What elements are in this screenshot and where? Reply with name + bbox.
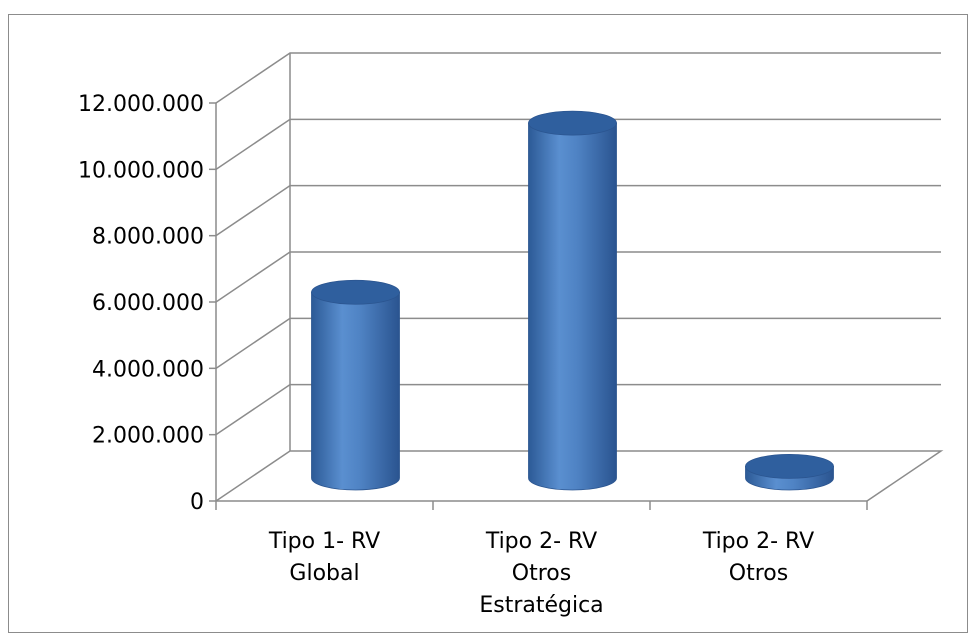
y-tick-label: 0 <box>190 490 204 515</box>
x-category-label: Tipo 1- RV Global <box>268 529 380 586</box>
x-category-label: Tipo 2- RV Otros Estratégica <box>479 529 603 618</box>
y-tick-label: 6.000.000 <box>92 291 204 316</box>
x-category-label: Tipo 2- RV Otros <box>702 529 814 586</box>
bar-top <box>745 453 834 479</box>
y-tick-label: 12.000.000 <box>78 92 204 117</box>
cats-layer: Tipo 1- RV Global Tipo 2- RV Otros Estratégi… <box>215 501 868 618</box>
bar-cylinder <box>528 110 617 491</box>
y-tick-label: 2.000.000 <box>92 424 204 449</box>
gridline <box>215 52 941 104</box>
y-tick-label: 10.000.000 <box>78 158 204 183</box>
y-tick-label: 4.000.000 <box>92 357 204 382</box>
bar-cylinder <box>745 453 834 491</box>
bar-top <box>528 110 617 136</box>
bar-chart: 0 2.000.000 4.000.000 6.000.000 8.000.000 10.… <box>78 52 944 618</box>
y-tick-label: 8.000.000 <box>92 225 204 250</box>
bar-cylinder <box>311 279 400 491</box>
bar-body <box>528 122 617 491</box>
bar-top <box>311 279 400 305</box>
grid-layer <box>215 52 944 502</box>
bar-body <box>311 291 400 491</box>
ticks-layer: 0 2.000.000 4.000.000 6.000.000 8.000.000 10.… <box>78 92 216 515</box>
bars-layer <box>311 110 834 491</box>
chart-frame: 0 2.000.000 4.000.000 6.000.000 8.000.000 10.… <box>8 14 968 633</box>
